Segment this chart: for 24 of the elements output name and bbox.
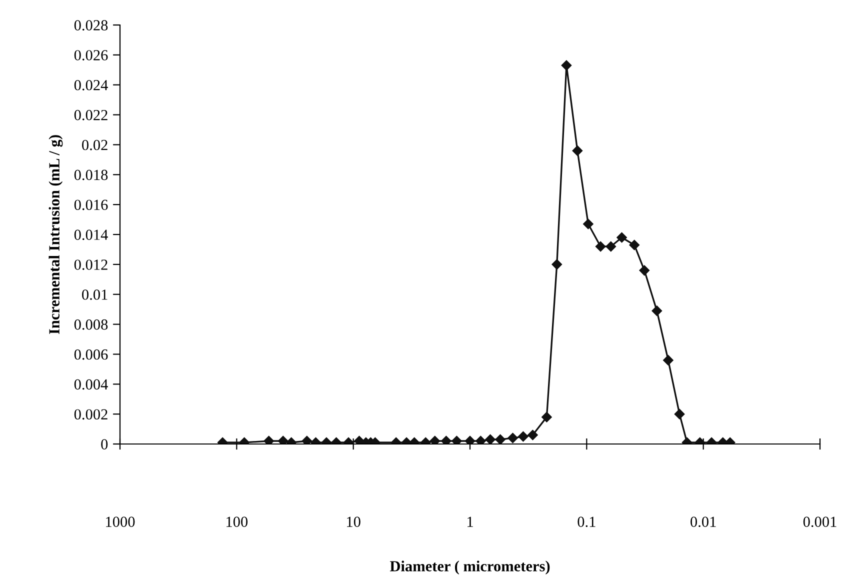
y-tick-label: 0.016 [74,200,108,210]
y-tick-label: 0.008 [74,319,108,330]
x-tick-label: 100 [226,516,248,527]
x-tick-label: 0.01 [690,516,716,528]
y-tick-label: 0.018 [74,170,108,180]
y-tick-label: 0.002 [74,409,108,420]
y-tick-label: 0.02 [82,140,108,150]
y-tick-label: 0.028 [74,20,108,31]
y-tick-label: 0.006 [74,349,108,360]
y-tick-label: 0 [101,439,108,450]
x-tick-label: 0.001 [803,516,836,528]
x-tick-label: 0.1 [578,516,596,528]
x-tick-label: 1 [468,516,473,527]
y-tick-label: 0.012 [74,260,108,270]
y-tick-label: 0.026 [74,50,108,60]
y-tick-label: 0.024 [74,80,108,90]
x-tick-label: 10 [347,516,360,527]
y-axis-title: Incremental Intrusion (mL / g) [48,135,63,334]
y-tick-label: 0.022 [74,110,108,120]
y-tick-label: 0.01 [82,290,108,300]
y-tick-label: 0.004 [74,379,108,390]
y-tick-label: 0.014 [74,230,108,240]
x-tick-label: 1000 [106,516,135,527]
x-axis-title: Diameter ( micrometers) [390,560,550,574]
